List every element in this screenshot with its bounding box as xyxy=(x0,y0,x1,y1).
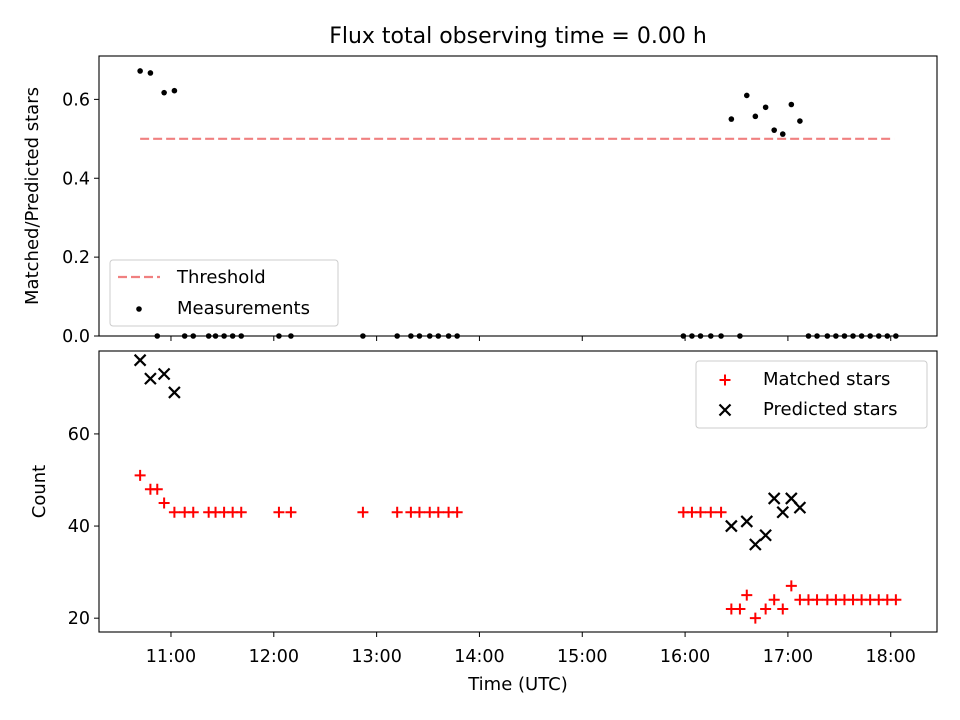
matched-star-point xyxy=(695,506,707,518)
top-plot-frame xyxy=(98,55,938,337)
matched-star-point xyxy=(432,506,444,518)
legend-matched-label: Matched stars xyxy=(763,369,890,390)
y-axis-label: Matched/Predicted stars xyxy=(22,87,43,305)
measurement-point xyxy=(797,118,803,124)
measurement-point xyxy=(147,70,154,76)
measurement-point xyxy=(161,89,167,96)
measurement-point xyxy=(752,113,759,120)
x-axis-label: Time (UTC) xyxy=(467,674,568,695)
matched-star-point xyxy=(741,589,753,601)
x-tick-label: 17:00 xyxy=(763,647,813,667)
bottom-plot-frame xyxy=(98,350,938,633)
matched-star-point xyxy=(357,506,369,518)
predicted-star-point xyxy=(740,515,754,528)
legend-matched-swatch xyxy=(719,374,731,386)
matched-star-point xyxy=(235,506,247,518)
y-tick-label: 0.0 xyxy=(62,327,90,347)
legend-measurements-label: Measurements xyxy=(177,298,310,319)
measurement-point xyxy=(743,92,750,99)
x-tick-label: 14:00 xyxy=(454,647,504,667)
predicted-star-point xyxy=(168,386,181,399)
y-tick-label: 40 xyxy=(68,517,90,537)
matched-star-point xyxy=(158,497,170,509)
matched-star-point xyxy=(785,580,797,592)
matched-star-point xyxy=(273,506,285,518)
y-tick-label: 20 xyxy=(68,609,90,629)
x-tick-label: 16:00 xyxy=(660,647,710,667)
legend-predicted-swatch xyxy=(718,403,732,417)
legend-box xyxy=(109,259,339,327)
measurement-point xyxy=(779,131,786,137)
matched-star-point xyxy=(777,603,789,615)
legend-predicted-label: Predicted stars xyxy=(763,399,897,420)
matched-star-point xyxy=(285,506,297,518)
matched-star-point xyxy=(705,506,717,518)
measurement-point xyxy=(137,68,143,74)
matched-star-point xyxy=(811,594,823,606)
predicted-star-point xyxy=(749,538,762,551)
y-axis-label: Count xyxy=(29,465,50,518)
matched-star-point xyxy=(715,506,727,518)
top-panel: Flux total observing time = 0.00 h Matche… xyxy=(22,24,938,347)
predicted-star-point xyxy=(144,372,157,385)
matched-star-point xyxy=(151,483,163,495)
measurement-point xyxy=(171,87,178,94)
legend-box xyxy=(695,360,928,429)
predicted-star-point xyxy=(793,501,807,514)
measurement-point xyxy=(762,104,769,111)
chart-title: Flux total observing time = 0.00 h xyxy=(329,24,707,49)
predicted-star-point xyxy=(725,519,738,533)
x-tick-label: 11:00 xyxy=(146,647,196,667)
y-tick-label: 60 xyxy=(68,425,90,445)
matched-star-point xyxy=(168,506,180,518)
matched-star-point xyxy=(391,506,403,518)
matched-star-point xyxy=(749,612,761,624)
predicted-star-point xyxy=(157,367,171,381)
matched-star-point xyxy=(768,594,780,606)
x-tick-label: 13:00 xyxy=(351,647,401,667)
measurement-point xyxy=(788,101,795,108)
matched-star-point xyxy=(413,506,425,518)
x-tick-label: 15:00 xyxy=(557,647,607,667)
matched-star-point xyxy=(451,506,463,518)
predicted-star-point xyxy=(133,353,147,367)
matched-star-point xyxy=(134,469,146,481)
matched-star-point xyxy=(890,594,902,606)
legend-measurements-swatch xyxy=(136,306,142,312)
predicted-star-point xyxy=(776,505,790,519)
x-tick-label: 18:00 xyxy=(866,647,916,667)
measurement-point xyxy=(728,116,735,122)
measurement-point xyxy=(771,127,777,133)
x-tick-label: 12:00 xyxy=(249,647,299,667)
y-tick-label: 0.4 xyxy=(62,169,90,189)
matched-star-point xyxy=(187,506,199,518)
predicted-star-point xyxy=(767,492,781,505)
legend-threshold-label: Threshold xyxy=(176,267,266,288)
y-tick-label: 0.6 xyxy=(62,90,90,110)
matched-star-point xyxy=(734,603,746,615)
predicted-star-point xyxy=(759,528,772,542)
top-legend: Threshold Measurements xyxy=(109,259,339,327)
matched-star-point xyxy=(760,603,772,615)
bottom-panel: Count Time (UTC) 20 40 60 11:00 12:00 13:00 14:0… xyxy=(29,350,938,695)
bottom-legend: Matched stars Predicted stars xyxy=(695,360,928,429)
y-tick-label: 0.2 xyxy=(62,248,90,268)
